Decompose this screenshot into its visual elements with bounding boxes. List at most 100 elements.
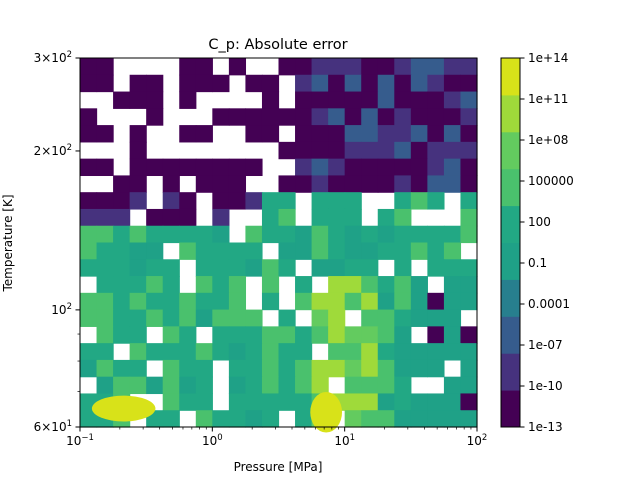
- contour-cell: [460, 259, 478, 277]
- contour-cell: [344, 141, 362, 160]
- contour-cell: [261, 108, 280, 126]
- contour-cell: [361, 276, 379, 294]
- contour-cell: [261, 393, 280, 411]
- contour-cell: [443, 175, 462, 193]
- contour-cell: [377, 74, 395, 93]
- contour-cell: [427, 292, 445, 311]
- contour-cell: [80, 125, 98, 143]
- contour-cell: [427, 259, 445, 277]
- contour-cell: [96, 376, 114, 395]
- contour-cell: [443, 58, 462, 76]
- contour-cell: [96, 326, 114, 344]
- contour-cell: [344, 276, 362, 294]
- contour-cell: [195, 225, 213, 244]
- contour-cell: [344, 225, 362, 244]
- contour-cell: [96, 192, 114, 210]
- contour-cell: [278, 242, 296, 260]
- contour-cell: [129, 276, 147, 294]
- contour-cell: [443, 276, 462, 294]
- contour-cell: [460, 326, 478, 344]
- contour-cell: [261, 292, 280, 311]
- contour-cell: [328, 359, 346, 378]
- contour-cell: [361, 309, 379, 327]
- contour-cell: [460, 74, 478, 93]
- contour-cell: [410, 343, 428, 361]
- contour-cell: [460, 91, 478, 109]
- contour-cell: [410, 359, 428, 378]
- contour-cell: [328, 259, 346, 277]
- contour-cell: [311, 259, 329, 277]
- contour-cell: [460, 343, 478, 361]
- contour-cell: [146, 343, 164, 361]
- contour-cell: [344, 74, 362, 93]
- contour-cell: [410, 292, 428, 311]
- contour-cell: [394, 309, 412, 327]
- contour-cell: [113, 276, 131, 294]
- colorbar-tick-label: 1e+08: [528, 133, 568, 147]
- contour-cell: [195, 259, 213, 277]
- x-axis: 10−1 100 101 102: [66, 427, 487, 448]
- contour-cell: [344, 292, 362, 311]
- contour-cell: [96, 208, 114, 227]
- contour-cell: [344, 410, 362, 428]
- contour-cell: [129, 376, 147, 395]
- contour-cell: [377, 359, 395, 378]
- contour-cell: [361, 376, 379, 395]
- contour-cell: [410, 393, 428, 411]
- contour-cell: [146, 276, 164, 294]
- contour-cell: [427, 242, 445, 260]
- contour-cell: [113, 91, 131, 109]
- contour-cell: [129, 192, 147, 210]
- contour-cell: [361, 158, 379, 177]
- contour-cell: [460, 359, 478, 378]
- contour-cell: [394, 292, 412, 311]
- contour-cell: [162, 292, 180, 311]
- contour-cell: [212, 276, 230, 294]
- contour-cell: [179, 91, 197, 109]
- contour-cell: [377, 326, 395, 344]
- contour-cell: [195, 74, 213, 93]
- contour-cell: [80, 343, 98, 361]
- contour-cell: [311, 309, 329, 327]
- contour-cell: [427, 192, 445, 210]
- contour-cell: [295, 393, 313, 411]
- contour-cell: [311, 326, 329, 344]
- contour-cell: [245, 309, 263, 327]
- contour-cell: [228, 175, 247, 193]
- contour-cell: [113, 292, 131, 311]
- contour-cell: [394, 141, 412, 160]
- contour-cell: [377, 158, 395, 177]
- contour-cell: [295, 276, 313, 294]
- contour-cell: [146, 292, 164, 311]
- y-tick-label: 2×102: [34, 143, 72, 158]
- contour-cell: [328, 74, 346, 93]
- contour-cell: [328, 58, 346, 76]
- contour-cell: [377, 91, 395, 109]
- contour-cell: [361, 393, 379, 411]
- colorbar-segment: [501, 58, 520, 96]
- contour-cell: [129, 225, 147, 244]
- contour-cell: [377, 125, 395, 143]
- contour-cell: [410, 309, 428, 327]
- contour-cell: [129, 175, 147, 193]
- contour-cell: [278, 108, 296, 126]
- contour-cell: [443, 74, 462, 93]
- contour-cell: [129, 326, 147, 344]
- y-axis-label: Temperature [K]: [1, 194, 15, 292]
- contour-cell: [261, 343, 280, 361]
- contour-cell: [377, 292, 395, 311]
- contour-cell: [278, 393, 296, 411]
- contour-cell: [394, 158, 412, 177]
- y-tick-label: 6×101: [34, 419, 72, 434]
- contour-cell: [311, 359, 329, 378]
- contour-cell: [146, 259, 164, 277]
- contour-cell: [80, 158, 98, 177]
- contour-cell: [460, 108, 478, 126]
- contour-cell: [96, 74, 114, 93]
- x-tick-label: 102: [467, 433, 488, 448]
- contour-cell: [328, 276, 346, 294]
- contour-cell: [228, 58, 247, 76]
- contour-cell: [96, 58, 114, 76]
- contour-cell: [245, 393, 263, 411]
- contour-cell: [410, 125, 428, 143]
